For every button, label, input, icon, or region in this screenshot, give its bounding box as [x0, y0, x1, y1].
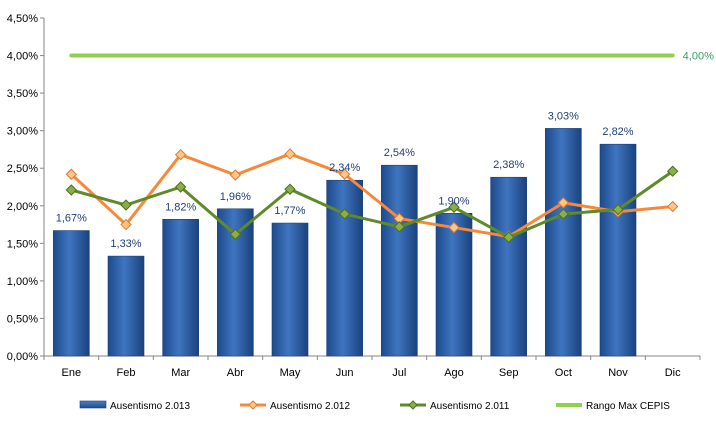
- x-tick-label: Jun: [336, 367, 354, 379]
- range-end-label: 4,00%: [683, 51, 714, 63]
- y-tick-label: 4,50%: [7, 13, 38, 25]
- bar: [271, 222, 309, 357]
- legend-marker: [248, 400, 258, 410]
- x-tick-label: Oct: [555, 367, 572, 379]
- bar-data-label: 2,38%: [493, 159, 524, 171]
- x-tick-label: Dic: [665, 367, 681, 379]
- bar-data-label: 1,96%: [220, 191, 251, 203]
- bar: [490, 176, 527, 357]
- series-point: [612, 203, 624, 216]
- series-point: [174, 181, 187, 193]
- y-tick-label: 2,50%: [7, 163, 38, 175]
- bar-data-label: 3,03%: [548, 110, 579, 122]
- series-point: [284, 183, 296, 195]
- bar: [107, 255, 145, 357]
- series-point: [229, 169, 242, 181]
- series-point: [120, 199, 132, 211]
- legend-label: Ausentismo 2.011: [430, 401, 510, 412]
- y-tick-label: 1,50%: [7, 238, 38, 250]
- y-tick-label: 2,00%: [7, 201, 38, 213]
- y-tick-label: 0,50%: [7, 313, 38, 325]
- series-point: [448, 201, 460, 213]
- y-tick-label: 0,00%: [7, 351, 38, 363]
- bar-data-label: 1,33%: [110, 238, 141, 250]
- legend-swatch: [79, 400, 107, 409]
- bar-data-label: 2,54%: [384, 147, 415, 159]
- series-point: [174, 148, 187, 161]
- series-point: [557, 208, 570, 220]
- bar: [53, 230, 90, 357]
- x-tick-label: Ene: [62, 367, 82, 379]
- series-point: [502, 231, 515, 244]
- x-tick-label: Mar: [171, 367, 190, 379]
- series-point: [338, 208, 351, 220]
- bar: [326, 179, 363, 357]
- bar-data-label: 1,67%: [56, 213, 87, 225]
- data-label-group: 1,67% 1,33% 1,82% 1,96% 1,77% 2,34% 2,54% 1,90%…: [56, 51, 714, 251]
- x-tick-label: Ago: [444, 367, 464, 379]
- y-tick-label: 3,50%: [7, 88, 38, 100]
- bar-data-label: 2,34%: [329, 162, 360, 174]
- line-series-group: [65, 53, 679, 244]
- x-tick-label: Sep: [499, 367, 519, 379]
- series-point: [65, 184, 78, 196]
- series-point: [557, 197, 570, 209]
- series-point: [666, 165, 679, 177]
- series-line: [69, 152, 675, 239]
- series-point: [229, 228, 242, 241]
- legend-marker: [408, 400, 418, 410]
- bar-data-label: 1,82%: [165, 201, 196, 213]
- legend-label: Ausentismo 2.013: [110, 401, 190, 412]
- legend: Ausentismo 2.013 Ausentismo 2.012 Ausentis…: [79, 400, 670, 412]
- series-point: [120, 218, 132, 231]
- legend-label: Ausentismo 2.012: [270, 401, 350, 412]
- bar: [599, 143, 637, 357]
- bar-data-label: 2,82%: [602, 126, 633, 138]
- bar: [545, 128, 582, 357]
- bar: [381, 164, 418, 357]
- bar: [435, 212, 473, 357]
- bar: [162, 218, 199, 357]
- bar-data-label: 1,90%: [438, 195, 469, 207]
- x-tick-label: Feb: [117, 367, 136, 379]
- y-tick-label: 4,00%: [7, 51, 38, 63]
- chart-axes: 0,00% 0,50% 1,00% 1,50% 2,00% 2,50% 3,00% 3,50%…: [7, 13, 701, 379]
- x-tick-label: Jul: [392, 367, 406, 379]
- series-point: [448, 221, 460, 234]
- x-tick-label: Nov: [608, 367, 628, 379]
- series-point: [338, 168, 351, 180]
- series-point: [666, 200, 679, 213]
- x-tick-label: May: [280, 367, 301, 379]
- series-line: [69, 169, 675, 239]
- bar-data-label: 1,77%: [274, 205, 305, 217]
- series-point: [65, 168, 78, 180]
- series-point: [393, 221, 406, 233]
- series-point: [284, 148, 296, 160]
- y-tick-label: 1,00%: [7, 276, 38, 288]
- legend-label: Rango Max CEPIS: [586, 401, 670, 412]
- x-tick-label: Abr: [227, 367, 244, 379]
- y-tick-label: 3,00%: [7, 126, 38, 138]
